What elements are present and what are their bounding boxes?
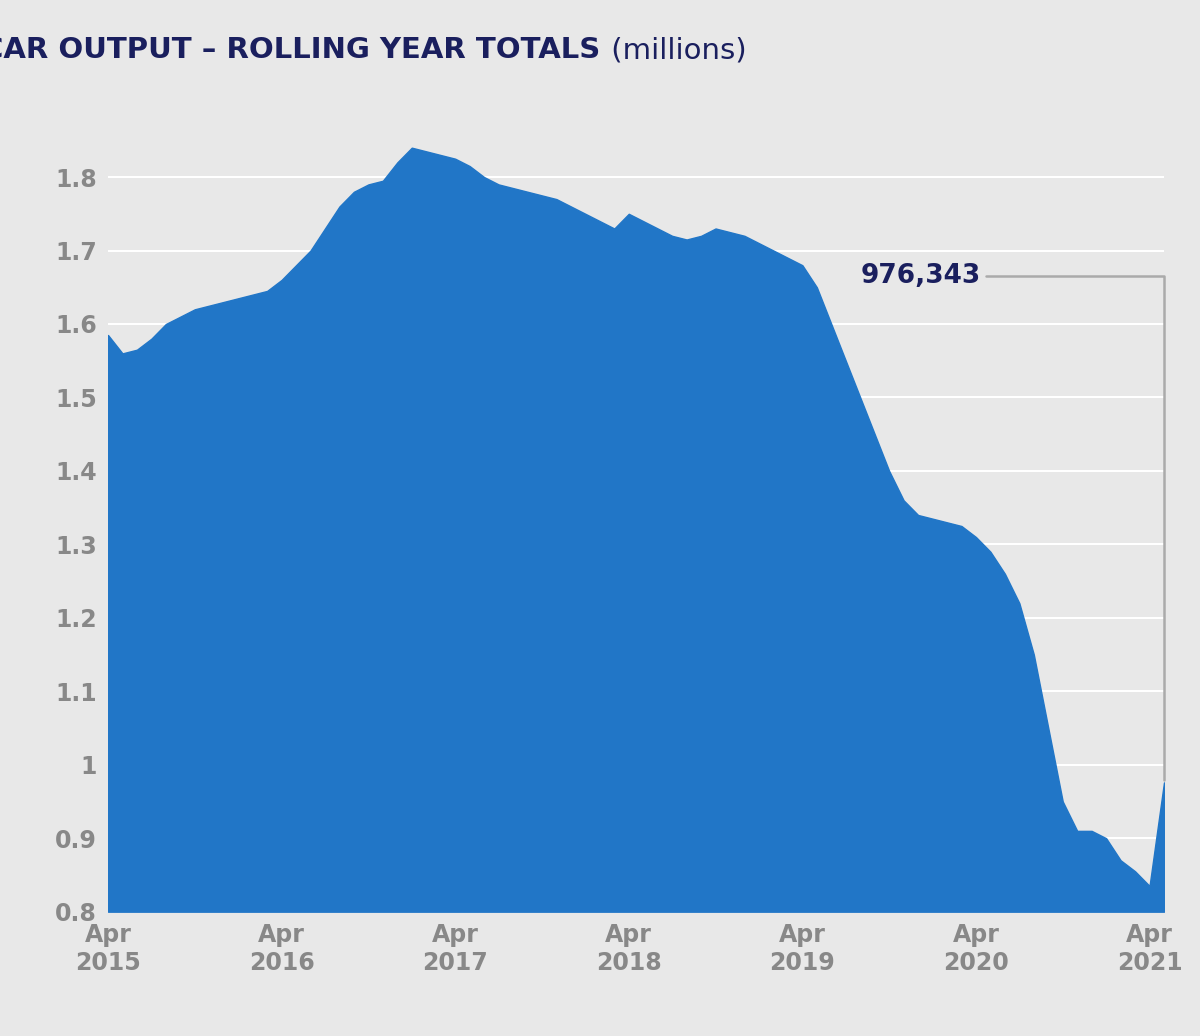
Text: 976,343: 976,343 [860, 263, 1164, 780]
Text: (millions): (millions) [602, 36, 748, 64]
Text: CAR OUTPUT – ROLLING YEAR TOTALS: CAR OUTPUT – ROLLING YEAR TOTALS [0, 36, 600, 64]
